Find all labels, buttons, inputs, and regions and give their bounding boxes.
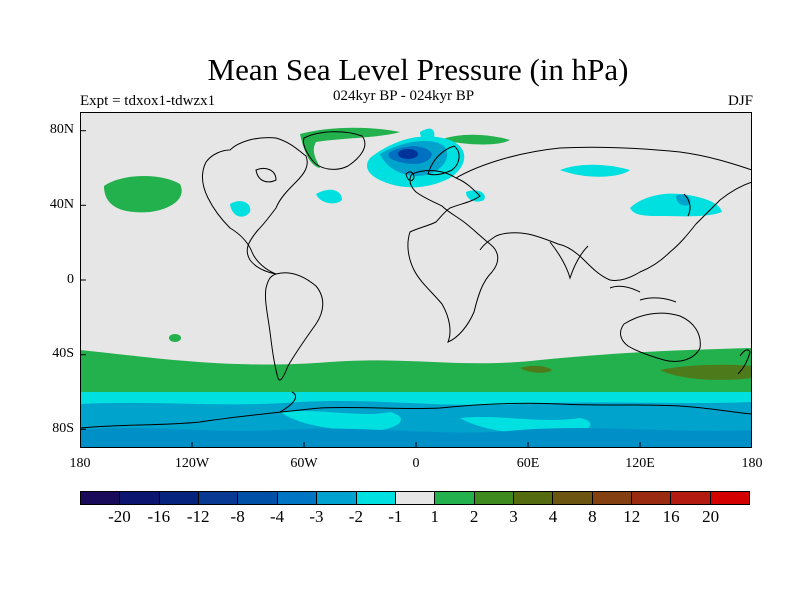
colorbar-swatch — [632, 492, 672, 504]
season-label: DJF — [727, 93, 753, 109]
y-tick-label: 80S — [52, 421, 74, 436]
olive-patch-south-indian — [520, 365, 552, 373]
y-tick-label: 40N — [49, 197, 74, 212]
map-title: Mean Sea Level Pressure (in hPa) — [207, 52, 629, 87]
colorbar-swatch — [513, 492, 554, 504]
colorbar-swatch — [435, 492, 475, 504]
cyan-patch-atlantic — [316, 189, 342, 204]
colorbar-label: 20 — [702, 507, 720, 526]
cyan-patch-siberia — [560, 164, 630, 177]
colorbar-label: 8 — [588, 507, 597, 526]
x-tick-label: 180 — [741, 456, 763, 471]
experiment-label: Expt = tdxox1-tdwzx1 — [80, 93, 216, 109]
y-tick-label: 40S — [52, 346, 74, 361]
colorbar-label: 12 — [623, 507, 641, 526]
x-tick-label: 0 — [412, 456, 420, 471]
x-tick-label: 60E — [516, 456, 540, 471]
pressure-map — [80, 112, 752, 448]
colorbar-label: -12 — [186, 507, 210, 526]
colorbar-label: -1 — [388, 507, 403, 526]
colorbar-label: 1 — [430, 507, 439, 526]
coastlines — [80, 131, 752, 429]
x-tick-label: 180 — [69, 456, 91, 471]
colorbar-label: 16 — [662, 507, 680, 526]
colorbar-label: -3 — [309, 507, 324, 526]
colorbar-swatch — [277, 492, 318, 504]
colorbar-swatch — [671, 492, 711, 504]
colorbar-swatch — [120, 492, 160, 504]
colorbar-label: -20 — [108, 507, 131, 526]
olive-patch-south-pacific — [660, 364, 752, 380]
colorbar-swatch — [356, 492, 396, 504]
colorbar-swatch — [159, 492, 200, 504]
cyan-patch-east-asia — [630, 193, 722, 217]
colorbar — [80, 491, 750, 505]
colorbar-label: -2 — [348, 507, 363, 526]
green-blob-south-pacific — [169, 334, 181, 342]
cyan-patch-mediterranean — [466, 190, 485, 202]
cyan-patch-west-atlantic — [230, 201, 251, 217]
arctic-green-band — [300, 127, 400, 168]
southern-ocean-bands — [80, 348, 752, 448]
period-label: 024kyr BP - 024kyr BP — [333, 88, 475, 104]
colorbar-label: 2 — [469, 507, 479, 526]
colorbar-swatch — [592, 492, 633, 504]
north-pacific-high — [104, 175, 182, 213]
x-tick-label: 120W — [174, 456, 210, 471]
colorbar-swatch — [395, 492, 436, 504]
colorbar-swatch — [710, 492, 750, 504]
map-ticks — [80, 130, 641, 448]
y-tick-label: 0 — [67, 272, 74, 287]
colorbar-label: 3 — [509, 507, 518, 526]
y-tick-label: 80N — [49, 122, 74, 137]
arctic-green-band-east — [440, 134, 510, 145]
x-tick-label: 60W — [290, 456, 318, 471]
colorbar-label: -8 — [230, 507, 245, 526]
colorbar-swatch — [553, 492, 593, 504]
colorbar-swatch — [199, 492, 239, 504]
colorbar-label: -4 — [269, 507, 285, 526]
x-tick-label: 120E — [625, 456, 655, 471]
colorbar-swatch — [317, 492, 357, 504]
colorbar-swatch — [81, 492, 121, 504]
colorbar-swatch — [474, 492, 514, 504]
colorbar-label: 4 — [548, 507, 558, 526]
colorbar-label: -16 — [147, 507, 171, 526]
colorbar-swatch — [238, 492, 278, 504]
